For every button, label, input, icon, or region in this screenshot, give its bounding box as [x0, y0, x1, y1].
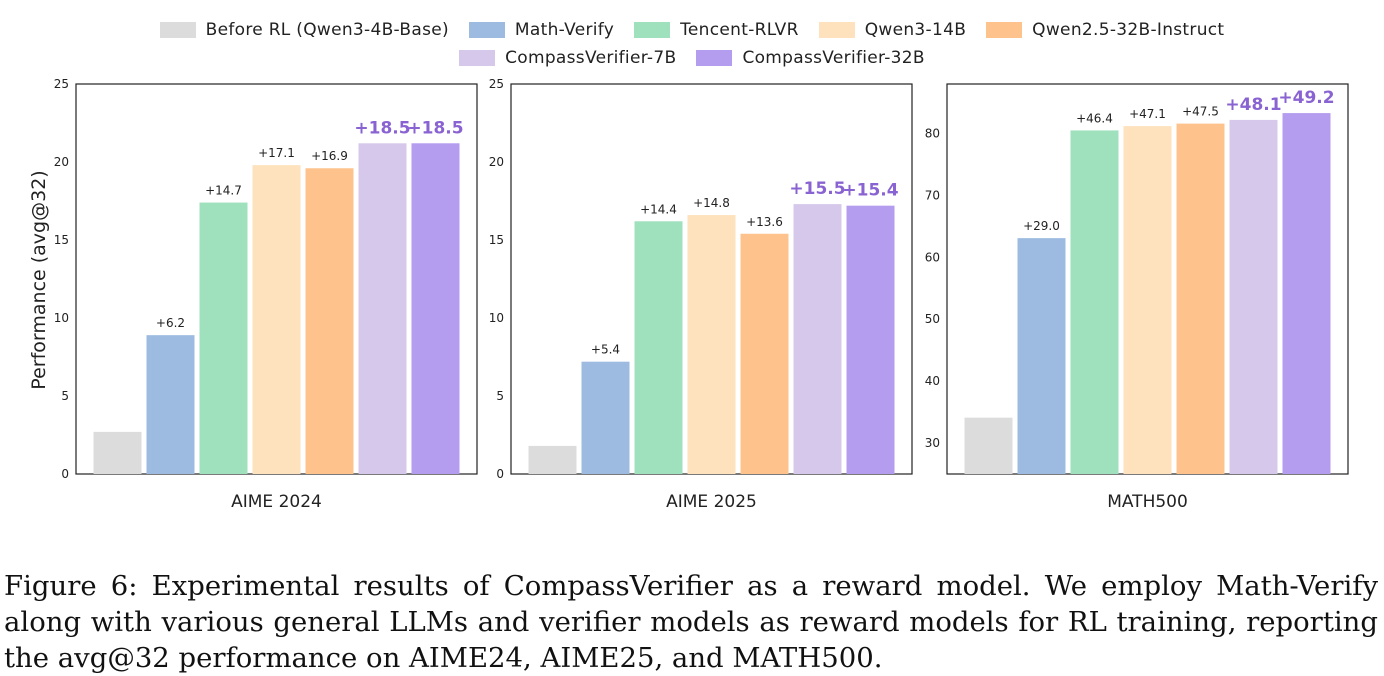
bar-compassverifier-32b — [411, 143, 460, 474]
legend-item-compassverifier-7b: CompassVerifier-7B — [459, 48, 676, 68]
y-tick-label: 10 — [54, 311, 69, 325]
bar-compassverifier-7b — [1229, 119, 1278, 475]
y-tick-label: 20 — [489, 155, 504, 169]
bar-qwen2-5-32b-instruct — [305, 168, 354, 475]
bar-qwen2-5-32b-instruct — [1176, 123, 1225, 474]
legend-label: Qwen3-14B — [864, 20, 967, 40]
data-label: +47.1 — [1129, 107, 1166, 121]
legend-label: CompassVerifier-7B — [505, 48, 677, 68]
y-axis-label: Performance (avg@32) — [28, 170, 50, 389]
bar-qwen3-14b — [252, 165, 301, 474]
y-tick-label: 10 — [489, 311, 504, 325]
bar-before-rl-qwen3-4b-base — [964, 417, 1013, 474]
legend-swatch — [468, 22, 505, 38]
y-tick-label: 0 — [496, 467, 504, 481]
y-tick-label: 15 — [54, 233, 69, 247]
legend-item-qwen25-32b: Qwen2.5-32B-Instruct — [986, 20, 1224, 40]
bar-qwen2-5-32b-instruct — [740, 233, 789, 474]
legend-row-2: CompassVerifier-7B CompassVerifier-32B — [0, 44, 1384, 72]
legend: Before RL (Qwen3-4B-Base) Math-Verify Te… — [0, 16, 1384, 72]
data-label: +14.7 — [205, 184, 242, 198]
bar-tencent-rlvr — [199, 202, 248, 474]
data-label: +15.5 — [789, 179, 845, 199]
data-label: +49.2 — [1278, 88, 1334, 108]
legend-item-before-rl: Before RL (Qwen3-4B-Base) — [159, 20, 449, 40]
data-label: +48.1 — [1225, 95, 1281, 115]
legend-swatch — [986, 22, 1023, 38]
bar-compassverifier-32b — [1282, 113, 1331, 474]
y-tick-label: 5 — [61, 389, 69, 403]
y-tick-label: 25 — [54, 77, 69, 91]
charts-canvas: Performance (avg@32) 0 5 10 15 20 25 +6.2 +14.7… — [28, 77, 1349, 512]
legend-swatch — [459, 50, 496, 66]
bar-compassverifier-32b — [846, 205, 895, 474]
bar-before-rl-qwen3-4b-base — [528, 445, 577, 474]
data-label: +6.2 — [156, 316, 185, 330]
legend-label: Before RL (Qwen3-4B-Base) — [205, 20, 449, 40]
legend-swatch — [634, 22, 671, 38]
bar-compassverifier-7b — [793, 204, 842, 474]
bar-tencent-rlvr — [1070, 130, 1119, 474]
chart-aime-2025: 0 5 10 15 20 25 +5.4 +14.4 +14.8 +13.6 +15.5+15.4 A… — [489, 77, 913, 512]
chart-aime-2024: 0 5 10 15 20 25 +6.2 +14.7 +17.1 +16.9 +18.5+18.5 A… — [54, 77, 478, 512]
legend-label: Tencent-RLVR — [680, 20, 799, 40]
bar-tencent-rlvr — [634, 221, 683, 474]
y-tick-label: 25 — [489, 77, 504, 91]
y-tick-label: 60 — [925, 250, 940, 264]
bar-math-verify — [1017, 238, 1066, 474]
bar-compassverifier-7b — [358, 143, 407, 474]
data-label: +17.1 — [258, 146, 295, 160]
legend-item-tencent-rlvr: Tencent-RLVR — [634, 20, 799, 40]
y-tick-label: 0 — [61, 467, 69, 481]
legend-swatch — [159, 22, 196, 38]
y-tick-label: 5 — [496, 389, 504, 403]
y-tick-label: 30 — [925, 436, 940, 450]
legend-item-qwen3-14b: Qwen3-14B — [818, 20, 967, 40]
data-label: +15.4 — [842, 181, 898, 201]
x-axis-label: AIME 2025 — [666, 492, 757, 512]
chart-math500: 30 40 50 60 70 80 +29.0 +46.4 +47.1 +47.5 +48.1+49… — [925, 83, 1349, 512]
legend-label: CompassVerifier-32B — [742, 48, 925, 68]
legend-label: Math-Verify — [514, 20, 615, 40]
data-label: +29.0 — [1023, 219, 1060, 233]
data-label: +18.5 — [407, 118, 463, 138]
bar-math-verify — [581, 361, 630, 474]
legend-item-math-verify: Math-Verify — [468, 20, 615, 40]
y-tick-label: 70 — [925, 188, 940, 202]
data-label: +46.4 — [1076, 111, 1113, 125]
x-axis-label: MATH500 — [1107, 492, 1188, 512]
bar-qwen3-14b — [687, 215, 736, 475]
figure: Before RL (Qwen3-4B-Base) Math-Verify Te… — [0, 16, 1384, 512]
data-label: +47.5 — [1182, 105, 1219, 119]
legend-label: Qwen2.5-32B-Instruct — [1032, 20, 1225, 40]
data-label: +14.4 — [640, 202, 677, 216]
y-tick-label: 20 — [54, 155, 69, 169]
legend-swatch — [696, 50, 733, 66]
figure-caption: Figure 6: Experimental results of Compas… — [4, 569, 1378, 674]
data-label: +16.9 — [311, 149, 348, 163]
legend-item-compassverifier-32b: CompassVerifier-32B — [696, 48, 925, 68]
legend-swatch — [818, 22, 855, 38]
x-axis-label: AIME 2024 — [231, 492, 322, 512]
bar-math-verify — [146, 335, 195, 474]
legend-row-1: Before RL (Qwen3-4B-Base) Math-Verify Te… — [0, 16, 1384, 44]
data-label: +5.4 — [591, 343, 620, 357]
y-tick-label: 15 — [489, 233, 504, 247]
data-label: +14.8 — [693, 196, 730, 210]
data-label: +13.6 — [746, 215, 783, 229]
bar-qwen3-14b — [1123, 126, 1172, 474]
y-tick-label: 50 — [925, 312, 940, 326]
bar-before-rl-qwen3-4b-base — [93, 431, 142, 474]
y-tick-label: 80 — [925, 127, 940, 141]
y-tick-label: 40 — [925, 374, 940, 388]
data-label: +18.5 — [354, 118, 410, 138]
